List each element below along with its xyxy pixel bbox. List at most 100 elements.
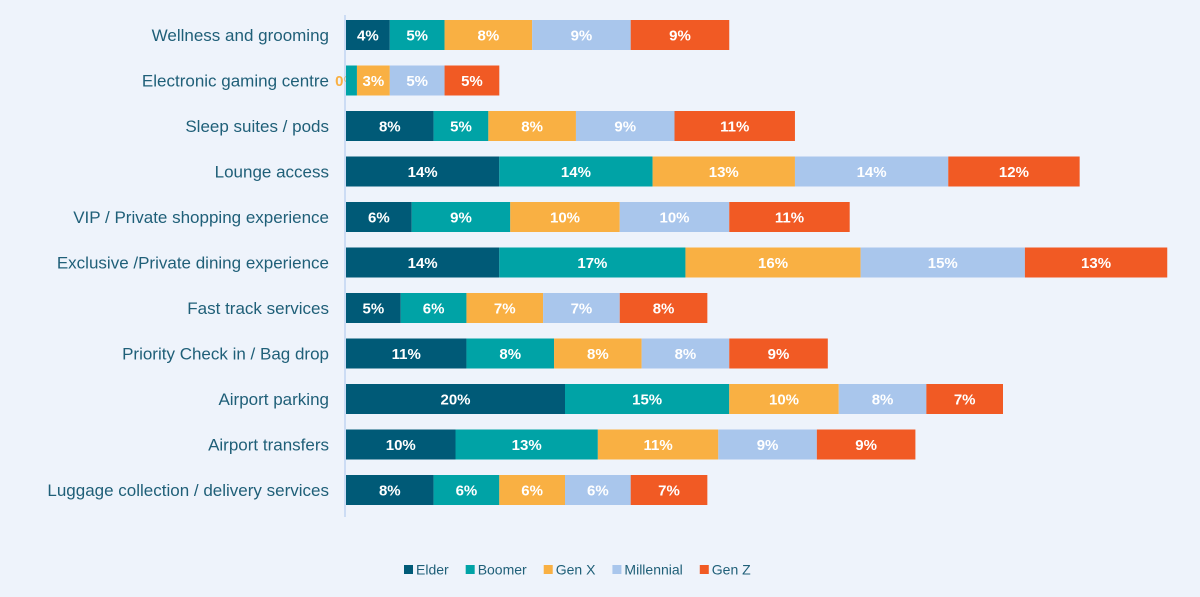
data-label: 14%: [408, 164, 438, 181]
bar-segment-gen-z: [729, 202, 850, 232]
data-label: 8%: [675, 346, 697, 363]
data-label: 9%: [855, 437, 877, 454]
data-label: 7%: [954, 392, 976, 409]
bar-segment-boomer: [411, 202, 511, 232]
data-label: 14%: [408, 255, 438, 272]
bar-segment-boomer: [499, 156, 653, 187]
legend: Elder Boomer Gen X Millennial Gen Z: [404, 562, 751, 578]
bar-segment-millennial: [860, 247, 1025, 278]
data-label: 13%: [512, 437, 542, 454]
bar-segment-gen-x: [597, 429, 719, 460]
data-label: 9%: [669, 28, 691, 45]
bar-segment-gen-z: [948, 156, 1080, 187]
data-label: 14%: [857, 164, 887, 181]
data-label: 15%: [928, 255, 958, 272]
data-label: 14%: [561, 164, 591, 181]
data-label: 12%: [999, 164, 1029, 181]
bar-segment-elder: [346, 20, 390, 50]
data-label: 8%: [872, 392, 894, 409]
data-label: 5%: [363, 301, 385, 318]
bar-segment-boomer: [466, 338, 555, 369]
data-label: 6%: [456, 483, 478, 500]
data-label: 5%: [406, 28, 428, 45]
bar-segment-gen-z: [444, 65, 500, 96]
data-label: 10%: [550, 210, 580, 227]
category-label: Electronic gaming centre: [142, 72, 329, 91]
bar-segment-elder: [346, 384, 565, 414]
data-label: 10%: [659, 210, 689, 227]
data-label: 8%: [587, 346, 609, 363]
data-label: 11%: [775, 210, 804, 227]
bar-segment-boomer: [455, 429, 598, 460]
data-label: 9%: [450, 210, 472, 227]
bar-segment-elder: [346, 293, 401, 323]
bar-segment-elder: [346, 429, 456, 460]
data-label: 7%: [658, 483, 680, 500]
data-label: 10%: [386, 437, 416, 454]
category-label: Sleep suites / pods: [185, 117, 329, 136]
data-label: 9%: [571, 28, 593, 45]
data-label: 8%: [521, 119, 543, 136]
data-label: 8%: [478, 28, 500, 45]
data-label: 6%: [368, 210, 390, 227]
bar-segment-millennial: [575, 111, 675, 141]
legend-label: Gen X: [556, 562, 596, 578]
data-label: 3%: [363, 73, 385, 90]
data-label: 8%: [379, 483, 401, 500]
bar-segment-millennial: [641, 338, 730, 369]
bar-segment-elder: [346, 202, 412, 232]
bar-segment-gen-z: [1024, 247, 1168, 278]
bar-segment-millennial: [543, 293, 620, 323]
bar-segment-elder: [346, 338, 467, 369]
bar-segment-boomer: [433, 111, 489, 141]
category-label: Priority Check in / Bag drop: [122, 345, 329, 364]
bar-segment-millennial: [532, 20, 631, 50]
bar-segment-millennial: [794, 156, 949, 187]
bar-segment-boomer: [346, 65, 357, 96]
data-label: 9%: [768, 346, 790, 363]
category-label: Luggage collection / delivery services: [47, 481, 329, 500]
bar-segment-boomer: [400, 293, 467, 323]
bar-segment-elder: [346, 156, 500, 187]
category-label: Airport parking: [218, 390, 329, 409]
bar-segment-millennial: [565, 475, 631, 505]
data-label: 6%: [587, 483, 609, 500]
legend-label: Elder: [416, 562, 449, 578]
bar-segment-gen-x: [685, 247, 861, 278]
data-label: 8%: [379, 119, 401, 136]
bar-segment-boomer: [499, 247, 686, 278]
bar-segment-gen-x: [444, 20, 533, 50]
data-label: 8%: [499, 346, 521, 363]
data-label: 11%: [720, 119, 749, 136]
category-label: Wellness and grooming: [152, 26, 329, 45]
legend-swatch: [465, 565, 475, 574]
data-label: 13%: [709, 164, 739, 181]
bar-segment-millennial: [838, 384, 927, 414]
bar-segment-gen-z: [816, 429, 916, 460]
bar-segment-millennial: [389, 65, 445, 96]
bar-segment-gen-z: [926, 384, 1003, 414]
data-label: 11%: [392, 346, 421, 363]
data-label: 11%: [643, 437, 672, 454]
data-label: 20%: [440, 392, 470, 409]
data-label: 6%: [423, 301, 445, 318]
bar-segment-millennial: [718, 429, 817, 460]
bar-segment-gen-z: [630, 20, 730, 50]
bar-segment-gen-x: [356, 65, 390, 96]
category-label: Fast track services: [187, 299, 329, 318]
bar-segment-boomer: [433, 475, 500, 505]
data-label: 4%: [357, 28, 379, 45]
data-label: 17%: [577, 255, 607, 272]
data-label: 8%: [653, 301, 675, 318]
category-labels: Wellness and grooming Electronic gaming c…: [47, 26, 329, 500]
data-label: 13%: [1081, 255, 1111, 272]
data-label: 10%: [769, 392, 799, 409]
category-label: Airport transfers: [208, 436, 329, 455]
data-label: 16%: [758, 255, 788, 272]
bar-segment-gen-z: [619, 293, 708, 323]
bar-segment-elder: [346, 247, 500, 278]
data-label: 5%: [406, 73, 428, 90]
bar-segment-boomer: [565, 384, 730, 414]
